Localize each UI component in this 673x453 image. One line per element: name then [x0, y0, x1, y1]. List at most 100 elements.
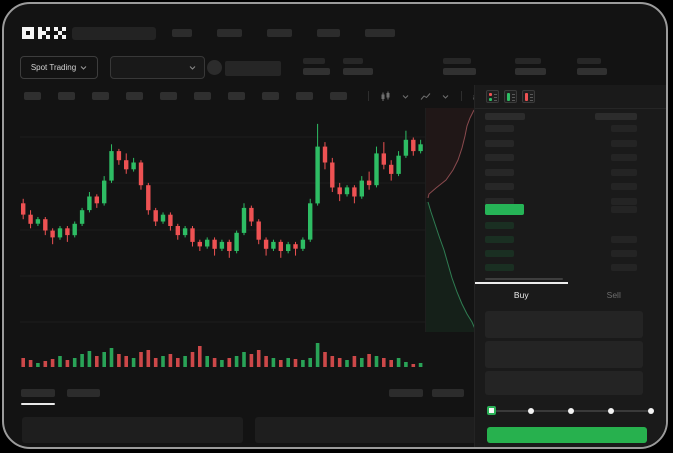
ask-amount: [611, 125, 637, 132]
bottom-info-panel: [255, 417, 477, 443]
interval-button[interactable]: [58, 92, 75, 100]
side-swatch: [525, 93, 528, 101]
nav-item[interactable]: [172, 29, 192, 37]
icon-line: [530, 97, 533, 98]
bottom-action-button[interactable]: [389, 389, 423, 397]
stat-item: [515, 58, 546, 75]
amount-slider[interactable]: [486, 405, 655, 417]
icon-line: [530, 100, 533, 101]
slider-stop-dot[interactable]: [568, 408, 574, 414]
search-input[interactable]: [72, 26, 156, 40]
volume-chart: [20, 338, 425, 368]
orderbook-panel: Buy Sell: [474, 85, 666, 447]
interval-button[interactable]: [262, 92, 279, 100]
book-asks-icon[interactable]: [522, 90, 535, 103]
trade-input-field[interactable]: [485, 341, 643, 368]
tab-sell[interactable]: Sell: [606, 290, 621, 300]
top-nav-items: [172, 29, 395, 37]
ask-price[interactable]: [485, 168, 514, 176]
ask-swatch: [489, 93, 492, 96]
book-bids-icon[interactable]: [504, 90, 517, 103]
stat-label-placeholder: [303, 58, 325, 64]
orderbook-header-price: [485, 113, 525, 120]
bottom-info-panel: [22, 417, 243, 443]
nav-item[interactable]: [365, 29, 395, 37]
toolbar-divider: [461, 91, 462, 101]
panel-divider: [475, 108, 666, 109]
interval-button[interactable]: [194, 92, 211, 100]
ask-amount: [611, 197, 637, 205]
bid-price[interactable]: [485, 236, 514, 243]
ask-price[interactable]: [485, 183, 514, 190]
bid-amount: [611, 264, 637, 271]
stat-label-placeholder: [515, 58, 541, 64]
ask-amount: [611, 154, 637, 161]
icon-line: [494, 97, 497, 98]
bottom-action-button[interactable]: [432, 389, 464, 397]
stat-label-placeholder: [443, 58, 471, 64]
stat-label-placeholder: [577, 58, 601, 64]
ask-price[interactable]: [485, 125, 514, 132]
orderbook-scrollbar[interactable]: [485, 278, 563, 280]
slider-stop-dot[interactable]: [528, 408, 534, 414]
trade-tabs: Buy Sell: [475, 282, 660, 306]
side-swatch: [507, 93, 510, 101]
slider-stop-dot[interactable]: [608, 408, 614, 414]
icon-line: [530, 94, 533, 95]
toolbar-divider: [368, 91, 369, 101]
ask-price[interactable]: [485, 197, 514, 205]
stat-label-placeholder: [343, 58, 363, 64]
interval-button[interactable]: [330, 92, 347, 100]
market-type-label: Spot Trading: [30, 63, 77, 72]
market-type-dropdown[interactable]: Spot Trading: [20, 56, 98, 79]
candle-style-icon[interactable]: [377, 90, 393, 102]
slider-handle[interactable]: [486, 406, 496, 415]
ask-price[interactable]: [485, 139, 514, 147]
interval-button[interactable]: [92, 92, 109, 100]
bid-amount: [611, 236, 637, 243]
stat-value-placeholder: [443, 68, 476, 75]
interval-button[interactable]: [126, 92, 143, 100]
book-both-icon[interactable]: [486, 90, 499, 103]
candlestick-chart[interactable]: [20, 108, 425, 335]
line-style-icon[interactable]: [417, 90, 433, 102]
slider-stop-dot[interactable]: [648, 408, 654, 414]
chevron-down-icon: [80, 66, 87, 70]
stat-item: [303, 58, 330, 75]
trade-input-field[interactable]: [485, 311, 643, 338]
bid-price[interactable]: [485, 264, 514, 271]
chevron-down-icon[interactable]: [437, 90, 453, 102]
interval-button[interactable]: [160, 92, 177, 100]
stat-value-placeholder: [343, 68, 373, 75]
interval-button[interactable]: [296, 92, 313, 100]
ask-price[interactable]: [485, 154, 514, 161]
ask-amount: [611, 183, 637, 190]
trade-input-field[interactable]: [485, 371, 643, 395]
tab-buy[interactable]: Buy: [475, 282, 568, 306]
bid-swatch: [489, 98, 492, 101]
okx-logo[interactable]: [22, 27, 66, 39]
top-nav-bar: [22, 24, 656, 42]
nav-item[interactable]: [317, 29, 340, 37]
chevron-down-icon: [189, 66, 196, 70]
icon-line: [512, 100, 515, 101]
bottom-tab[interactable]: [21, 389, 55, 397]
bottom-tab[interactable]: [67, 389, 100, 397]
buy-submit-button[interactable]: [487, 427, 647, 443]
depth-chart[interactable]: [425, 108, 478, 332]
chevron-down-icon[interactable]: [397, 90, 413, 102]
bid-price[interactable]: [485, 222, 514, 229]
nav-item[interactable]: [267, 29, 292, 37]
stat-value-placeholder: [515, 68, 546, 75]
interval-button[interactable]: [228, 92, 245, 100]
icon-line: [512, 94, 515, 95]
icon-line: [494, 94, 497, 95]
pair-selector-dropdown[interactable]: [110, 56, 205, 79]
last-price-highlight-round: [485, 204, 524, 215]
ask-amount: [611, 168, 637, 176]
bottom-tab-active-underline: [21, 403, 55, 405]
bid-price[interactable]: [485, 250, 514, 257]
interval-button[interactable]: [24, 92, 41, 100]
nav-item[interactable]: [217, 29, 242, 37]
orderbook-header-amount: [595, 113, 637, 120]
